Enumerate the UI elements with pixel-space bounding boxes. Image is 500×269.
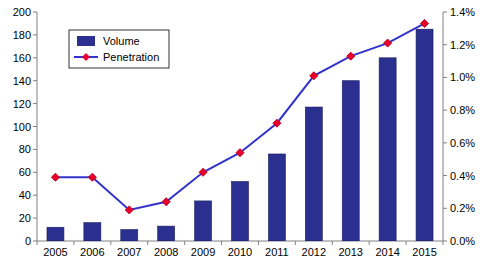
bar <box>232 181 249 241</box>
y-tick-label: 0 <box>25 235 31 247</box>
y-tick <box>33 126 37 127</box>
y2-tick <box>443 12 447 13</box>
x-tick <box>406 241 407 245</box>
x-tick-label: 2007 <box>117 246 141 258</box>
marker <box>125 206 133 214</box>
marker <box>347 52 355 60</box>
y2-tick-label: 1.4% <box>450 6 475 18</box>
marker <box>310 72 318 80</box>
x-tick <box>147 241 148 245</box>
plot-marks <box>47 19 433 241</box>
y2-tick-label: 0.6% <box>450 137 475 149</box>
y2-tick-label: 1.0% <box>450 71 475 83</box>
x-tick <box>443 241 444 245</box>
legend-swatch <box>77 36 95 46</box>
legend: Volume Penetration <box>69 30 169 68</box>
legend-marker <box>82 53 90 61</box>
x-tick-label: 2006 <box>80 246 104 258</box>
y2-tick-label: 0.8% <box>450 104 475 116</box>
y-tick-label: 60 <box>19 166 31 178</box>
bar <box>379 58 396 241</box>
marker <box>384 39 392 47</box>
y-tick <box>33 218 37 219</box>
y2-tick <box>443 44 447 45</box>
y-tick <box>33 80 37 81</box>
line <box>55 23 424 209</box>
x-tick <box>37 241 38 245</box>
x-tick-label: 2013 <box>338 246 362 258</box>
bar <box>84 223 101 241</box>
bar <box>342 81 359 241</box>
chart-svg: 0 20 40 60 80 100 120 140 160 180 200 0.0% 0.2% 0.4% 0… <box>0 0 500 269</box>
y-tick <box>33 195 37 196</box>
x-tick <box>184 241 185 245</box>
y2-tick <box>443 241 447 242</box>
bar <box>305 107 322 241</box>
y-tick <box>33 149 37 150</box>
marker <box>51 173 59 181</box>
y-tick-label: 100 <box>13 121 31 133</box>
bar <box>195 201 212 241</box>
y2-tick-label: 0.4% <box>450 170 475 182</box>
x-tick <box>73 241 74 245</box>
x-tick-label: 2015 <box>412 246 436 258</box>
marker <box>162 198 170 206</box>
y-tick-label: 180 <box>13 29 31 41</box>
y-tick-label: 120 <box>13 98 31 110</box>
x-tick-label: 2010 <box>228 246 252 258</box>
y-tick-label: 40 <box>19 189 31 201</box>
y-tick <box>33 34 37 35</box>
x-tick-label: 2009 <box>191 246 215 258</box>
bar <box>47 227 64 241</box>
marker <box>236 149 244 157</box>
bar <box>158 226 175 241</box>
y-tick-label: 20 <box>19 212 31 224</box>
x-tick <box>258 241 259 245</box>
marker <box>199 168 207 176</box>
y2-axis-line <box>443 12 444 241</box>
x-tick-label: 2005 <box>43 246 67 258</box>
x-tick <box>332 241 333 245</box>
y2-tick <box>443 208 447 209</box>
y-tick-label: 140 <box>13 75 31 87</box>
y-tick <box>33 57 37 58</box>
x-tick-label: 2014 <box>375 246 399 258</box>
y-tick <box>33 12 37 13</box>
marker <box>273 119 281 127</box>
marker <box>421 19 429 27</box>
x-tick-label: 2008 <box>154 246 178 258</box>
legend-label: Penetration <box>103 51 159 63</box>
bar <box>268 154 285 241</box>
legend-box <box>69 30 169 68</box>
y2-tick-label: 0.2% <box>450 202 475 214</box>
y2-tick <box>443 110 447 111</box>
y2-tick <box>443 142 447 143</box>
y-tick-label: 80 <box>19 143 31 155</box>
y-tick <box>33 172 37 173</box>
legend-label: Volume <box>103 35 140 47</box>
x-tick-label: 2012 <box>302 246 326 258</box>
y-tick <box>33 241 37 242</box>
x-tick-label: 2011 <box>265 246 289 258</box>
y2-tick <box>443 77 447 78</box>
bar <box>121 230 138 241</box>
bar <box>416 29 433 241</box>
y-tick <box>33 103 37 104</box>
y2-tick-label: 1.2% <box>450 39 475 51</box>
x-tick <box>110 241 111 245</box>
y2-tick <box>443 175 447 176</box>
y-tick-label: 160 <box>13 52 31 64</box>
marker <box>88 173 96 181</box>
x-tick <box>369 241 370 245</box>
x-tick <box>295 241 296 245</box>
chart-container: 0 20 40 60 80 100 120 140 160 180 200 0.0% 0.2% 0.4% 0… <box>0 0 500 269</box>
x-tick <box>221 241 222 245</box>
y-tick-label: 200 <box>13 6 31 18</box>
y2-tick-label: 0.0% <box>450 235 475 247</box>
